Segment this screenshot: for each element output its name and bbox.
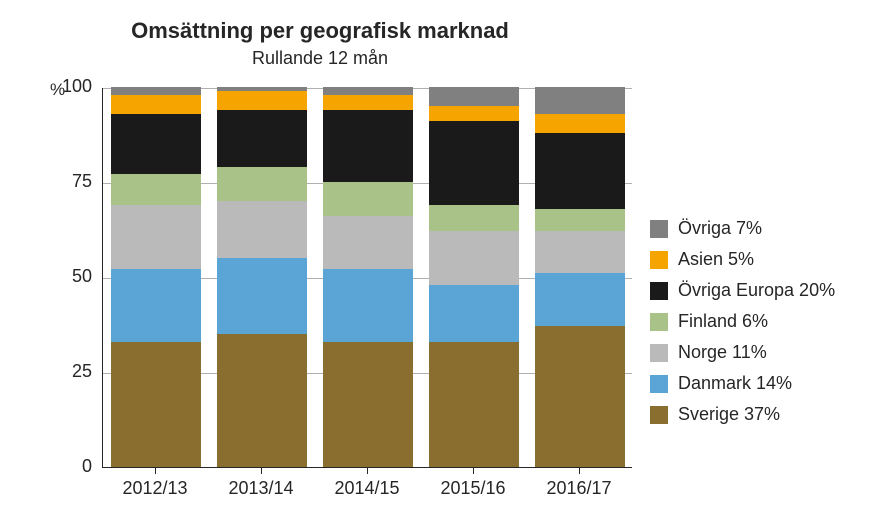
x-tick [155, 468, 156, 474]
legend-item-sverige: Sverige 37% [650, 404, 835, 425]
y-tick-label: 100 [32, 76, 92, 97]
stacked-bar-chart: Omsättning per geografisk marknad Rullan… [0, 0, 875, 529]
bar-segment-asien [111, 95, 201, 114]
bar-segment-danmark [323, 269, 413, 341]
legend-label: Sverige 37% [678, 404, 780, 425]
bar-segment-danmark [217, 258, 307, 334]
legend-label: Finland 6% [678, 311, 768, 332]
bar-segment-norge [429, 231, 519, 284]
bar-segment-ovriga [323, 87, 413, 95]
bar [217, 87, 307, 467]
bar [323, 87, 413, 467]
bar-segment-asien [429, 106, 519, 121]
legend-item-asien: Asien 5% [650, 249, 835, 270]
bar-segment-ovriga_europa [535, 133, 625, 209]
bar-segment-ovriga_europa [111, 114, 201, 175]
bar-segment-norge [535, 231, 625, 273]
legend-label: Övriga 7% [678, 218, 762, 239]
x-tick-label: 2016/17 [546, 478, 611, 499]
x-tick-label: 2015/16 [440, 478, 505, 499]
bar [429, 87, 519, 467]
bar-segment-sverige [535, 326, 625, 467]
bar-segment-finland [323, 182, 413, 216]
bar-segment-finland [217, 167, 307, 201]
legend-item-ovriga: Övriga 7% [650, 218, 835, 239]
bar-segment-finland [429, 205, 519, 232]
x-tick-label: 2012/13 [122, 478, 187, 499]
bar [535, 87, 625, 467]
legend-swatch [650, 282, 668, 300]
legend-label: Asien 5% [678, 249, 754, 270]
bar-segment-danmark [535, 273, 625, 326]
y-tick-label: 0 [32, 456, 92, 477]
legend: Övriga 7% Asien 5% Övriga Europa 20% Finlan… [650, 218, 835, 425]
chart-subtitle: Rullande 12 mån [0, 48, 640, 69]
bar-segment-danmark [429, 285, 519, 342]
y-tick-label: 25 [32, 361, 92, 382]
legend-item-danmark: Danmark 14% [650, 373, 835, 394]
bar-segment-ovriga [429, 87, 519, 106]
bar-segment-asien [535, 114, 625, 133]
x-tick [367, 468, 368, 474]
bar-segment-sverige [111, 342, 201, 467]
bar [111, 87, 201, 467]
plot-area [102, 88, 632, 468]
bar-segment-sverige [217, 334, 307, 467]
bar-segment-danmark [111, 269, 201, 341]
legend-item-finland: Finland 6% [650, 311, 835, 332]
bar-segment-norge [217, 201, 307, 258]
x-tick [579, 468, 580, 474]
legend-label: Danmark 14% [678, 373, 792, 394]
legend-item-ovriga_europa: Övriga Europa 20% [650, 280, 835, 301]
legend-swatch [650, 220, 668, 238]
bar-segment-norge [323, 216, 413, 269]
bar-segment-sverige [429, 342, 519, 467]
x-tick [261, 468, 262, 474]
legend-swatch [650, 406, 668, 424]
legend-label: Norge 11% [678, 342, 767, 363]
y-tick-label: 50 [32, 266, 92, 287]
x-tick [473, 468, 474, 474]
bar-segment-norge [111, 205, 201, 270]
x-tick-label: 2013/14 [228, 478, 293, 499]
chart-title: Omsättning per geografisk marknad [0, 18, 640, 44]
bar-segment-ovriga [535, 87, 625, 114]
x-tick-label: 2014/15 [334, 478, 399, 499]
bar-segment-ovriga [111, 87, 201, 95]
legend-swatch [650, 375, 668, 393]
bar-segment-ovriga_europa [429, 121, 519, 205]
bar-segment-asien [217, 91, 307, 110]
bar-segment-sverige [323, 342, 413, 467]
legend-swatch [650, 251, 668, 269]
legend-item-norge: Norge 11% [650, 342, 835, 363]
bar-segment-finland [535, 209, 625, 232]
legend-swatch [650, 313, 668, 331]
bar-segment-ovriga_europa [217, 110, 307, 167]
bar-segment-asien [323, 95, 413, 110]
bar-segment-finland [111, 174, 201, 204]
legend-swatch [650, 344, 668, 362]
legend-label: Övriga Europa 20% [678, 280, 835, 301]
y-tick-label: 75 [32, 171, 92, 192]
bar-segment-ovriga_europa [323, 110, 413, 182]
